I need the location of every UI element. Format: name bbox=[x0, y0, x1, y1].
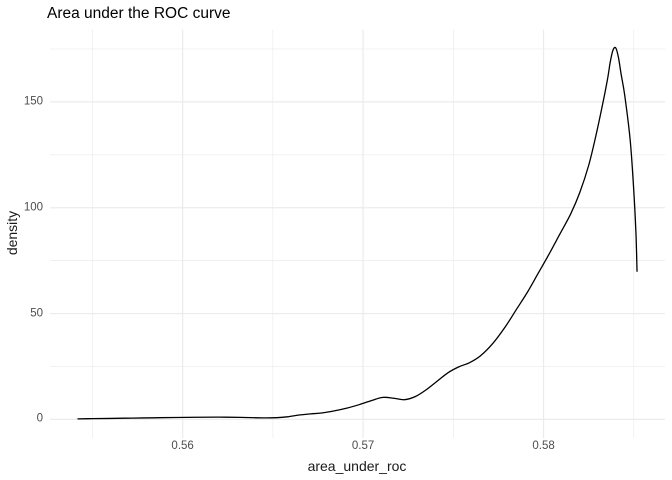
y-tick-label: 0 bbox=[36, 412, 43, 425]
y-axis-title: density bbox=[4, 210, 20, 256]
y-tick-label: 100 bbox=[23, 200, 43, 213]
x-tick-label: 0.57 bbox=[351, 440, 375, 452]
x-tick-label: 0.58 bbox=[532, 440, 555, 452]
x-tick-label: 0.56 bbox=[171, 440, 194, 452]
y-tick-label: 50 bbox=[30, 306, 43, 319]
density-curve bbox=[77, 46, 638, 420]
x-axis-title: area_under_roc bbox=[307, 458, 407, 474]
chart-title: Area under the ROC curve bbox=[47, 5, 231, 22]
y-tick-label: 150 bbox=[23, 95, 43, 108]
